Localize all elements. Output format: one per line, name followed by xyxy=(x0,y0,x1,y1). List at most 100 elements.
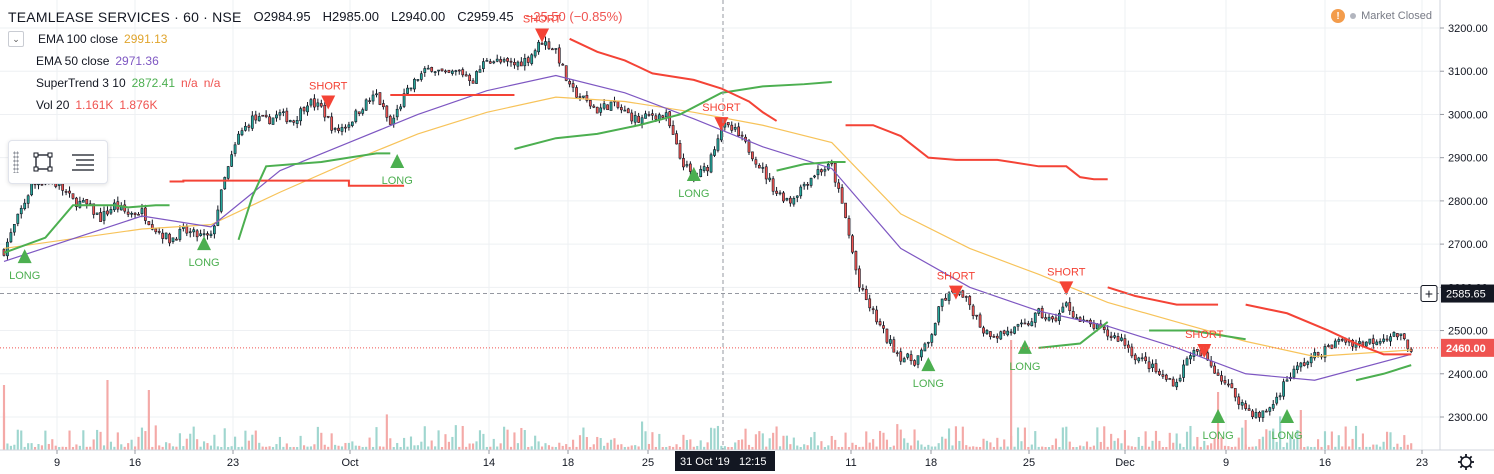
drag-handle-icon[interactable] xyxy=(13,151,19,173)
candle-body xyxy=(275,114,278,119)
candle-body xyxy=(144,207,147,221)
volume-bar xyxy=(720,445,723,450)
supertrend-label: SuperTrend 3 10 xyxy=(36,76,126,90)
volume-bar xyxy=(251,434,254,450)
candle-body xyxy=(254,114,258,121)
candle-body xyxy=(502,59,506,62)
volume-bar xyxy=(316,426,319,450)
volume-bar xyxy=(741,439,744,450)
candle-body xyxy=(313,98,316,108)
chevron-down-icon[interactable]: ⌄ xyxy=(8,31,24,47)
volume-row[interactable]: Vol 20 1.161K 1.876K xyxy=(8,94,623,116)
volume-bar xyxy=(168,443,171,450)
candle-body xyxy=(526,57,530,63)
warning-icon[interactable]: ! xyxy=(1331,9,1346,23)
candle-body xyxy=(668,111,672,127)
volume-bar xyxy=(375,427,378,450)
volume-bar xyxy=(199,446,202,450)
plus-icon[interactable] xyxy=(1420,285,1438,303)
ema100-row[interactable]: ⌄ EMA 100 close 2991.13 xyxy=(8,28,623,50)
candle-body xyxy=(964,296,968,298)
volume-bar xyxy=(844,432,847,450)
candle-body xyxy=(492,61,496,64)
volume-bar xyxy=(551,446,554,450)
candle-body xyxy=(16,213,20,224)
market-status-text: Market Closed xyxy=(1361,10,1432,22)
crosshair-clock-label: 12:15 xyxy=(739,456,767,468)
volume-bar xyxy=(865,431,868,450)
volume-bar xyxy=(1068,441,1071,450)
volume-bar xyxy=(1344,426,1347,450)
candle-body xyxy=(1164,374,1168,380)
volume-bar xyxy=(582,427,585,450)
volume-bar xyxy=(261,446,264,450)
volume-bar xyxy=(947,428,951,450)
candle-body xyxy=(457,69,461,72)
volume-bar xyxy=(841,446,844,450)
volume-bar xyxy=(1251,446,1254,450)
volume-bar xyxy=(299,435,302,450)
volume-bar xyxy=(327,446,330,450)
candle-body xyxy=(206,233,209,236)
volume-bar xyxy=(1292,439,1296,450)
supertrend-row[interactable]: SuperTrend 3 10 2872.41 n/a n/a xyxy=(8,72,623,94)
candle-body xyxy=(30,183,33,196)
short-signal-label: SHORT xyxy=(1047,266,1086,278)
candle-body xyxy=(19,207,23,215)
candle-body xyxy=(1220,375,1223,382)
volume-bar xyxy=(489,446,492,450)
candle-body xyxy=(647,114,651,116)
candle-body xyxy=(192,229,196,233)
volume-bar xyxy=(403,437,406,450)
volume-bar xyxy=(923,446,926,450)
time-tick-label: 16 xyxy=(129,457,141,469)
volume-bar xyxy=(37,443,40,450)
crosshair-price-box xyxy=(1441,284,1494,303)
candle-body xyxy=(230,154,234,167)
candle-body xyxy=(350,121,354,126)
price-axis[interactable] xyxy=(1440,0,1494,474)
volume-bar xyxy=(130,439,133,450)
candle-body xyxy=(699,168,703,178)
candle-body xyxy=(1161,374,1165,377)
volume-bar xyxy=(254,430,257,450)
rectangle-tool-icon[interactable] xyxy=(27,146,59,178)
candle-body xyxy=(1223,380,1227,384)
volume-bar xyxy=(609,439,613,450)
candle-body xyxy=(416,79,420,81)
candle-body xyxy=(495,58,499,62)
candle-body xyxy=(378,92,382,105)
price-tick-label: 2300.00 xyxy=(1448,412,1488,424)
symbol-title[interactable]: TEAMLEASE SERVICES · 60 · NSE xyxy=(8,9,242,25)
candle-body xyxy=(1209,360,1213,367)
candle-body xyxy=(1216,372,1220,376)
candle-body xyxy=(1389,336,1392,342)
volume-bar xyxy=(1085,441,1089,450)
candle-body xyxy=(1075,317,1079,319)
volume-bar xyxy=(910,445,913,450)
ema50-row[interactable]: EMA 50 close 2971.36 xyxy=(8,50,623,72)
volume-bar xyxy=(903,438,906,450)
open-value: O2984.95 xyxy=(253,9,311,24)
object-tree-icon[interactable] xyxy=(67,146,99,178)
volume-bar xyxy=(630,445,633,450)
volume-bar xyxy=(1151,440,1154,450)
volume-bar xyxy=(1261,436,1264,450)
candle-body xyxy=(1182,364,1185,378)
candle-body xyxy=(802,183,806,187)
volume-bar xyxy=(230,446,233,450)
volume-bar xyxy=(451,436,454,450)
symbol-row: TEAMLEASE SERVICES · 60 · NSE O2984.95 H… xyxy=(8,6,623,28)
candle-body xyxy=(633,115,637,123)
volume-bar xyxy=(216,446,219,450)
candle-body xyxy=(316,102,320,107)
volume-bar xyxy=(492,438,495,450)
market-status[interactable]: ! Market Closed xyxy=(1331,9,1432,23)
drawing-toolbox[interactable] xyxy=(8,140,108,184)
long-signal-label: LONG xyxy=(678,188,709,200)
candle-body xyxy=(737,126,741,137)
volume-bar xyxy=(240,446,244,450)
candle-body xyxy=(140,208,144,214)
candle-body xyxy=(464,74,468,77)
